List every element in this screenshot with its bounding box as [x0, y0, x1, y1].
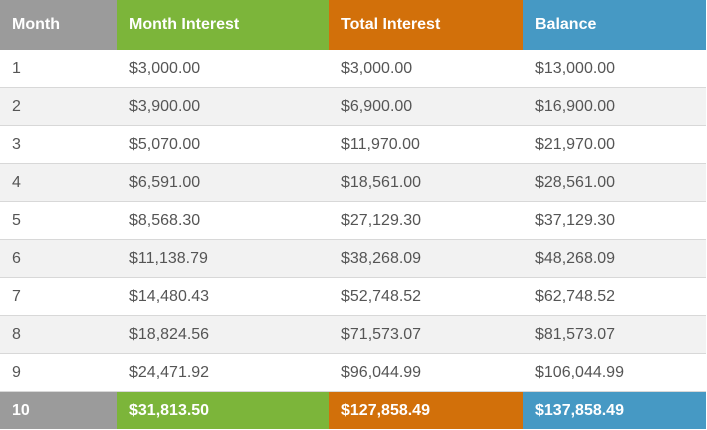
cell-month-interest: $6,591.00 [117, 163, 329, 202]
cell-month-interest: $18,824.56 [117, 315, 329, 354]
footer-total-interest: $127,858.49 [329, 391, 523, 429]
cell-balance: $21,970.00 [523, 125, 706, 164]
table-header: Month Month Interest Total Interest Bala… [0, 0, 706, 50]
cell-balance: $37,129.30 [523, 201, 706, 240]
cell-month: 4 [0, 163, 117, 202]
header-month-interest: Month Interest [117, 0, 329, 50]
table-row: 7 $14,480.43 $52,748.52 $62,748.52 [0, 277, 706, 316]
table-row: 6 $11,138.79 $38,268.09 $48,268.09 [0, 239, 706, 278]
footer-month-interest: $31,813.50 [117, 391, 329, 429]
cell-month: 3 [0, 125, 117, 164]
cell-balance: $62,748.52 [523, 277, 706, 316]
cell-month-interest: $11,138.79 [117, 239, 329, 278]
cell-balance: $48,268.09 [523, 239, 706, 278]
table-row: 1 $3,000.00 $3,000.00 $13,000.00 [0, 50, 706, 88]
cell-balance: $28,561.00 [523, 163, 706, 202]
footer-month: 10 [0, 391, 117, 429]
cell-month-interest: $3,900.00 [117, 87, 329, 126]
cell-balance: $81,573.07 [523, 315, 706, 354]
cell-total-interest: $38,268.09 [329, 239, 523, 278]
table-row: 4 $6,591.00 $18,561.00 $28,561.00 [0, 163, 706, 202]
header-balance: Balance [523, 0, 706, 50]
footer-balance: $137,858.49 [523, 391, 706, 429]
header-month: Month [0, 0, 117, 50]
table-row: 3 $5,070.00 $11,970.00 $21,970.00 [0, 125, 706, 164]
cell-month: 7 [0, 277, 117, 316]
cell-month-interest: $5,070.00 [117, 125, 329, 164]
footer-row: 10 $31,813.50 $127,858.49 $137,858.49 [0, 391, 706, 429]
table-row: 9 $24,471.92 $96,044.99 $106,044.99 [0, 353, 706, 392]
cell-month: 8 [0, 315, 117, 354]
cell-total-interest: $6,900.00 [329, 87, 523, 126]
cell-total-interest: $18,561.00 [329, 163, 523, 202]
cell-month-interest: $14,480.43 [117, 277, 329, 316]
cell-total-interest: $96,044.99 [329, 353, 523, 392]
cell-total-interest: $52,748.52 [329, 277, 523, 316]
cell-total-interest: $27,129.30 [329, 201, 523, 240]
cell-month: 6 [0, 239, 117, 278]
cell-balance: $16,900.00 [523, 87, 706, 126]
cell-total-interest: $3,000.00 [329, 50, 523, 88]
table-footer: 10 $31,813.50 $127,858.49 $137,858.49 [0, 391, 706, 429]
cell-total-interest: $11,970.00 [329, 125, 523, 164]
cell-month: 2 [0, 87, 117, 126]
table-row: 2 $3,900.00 $6,900.00 $16,900.00 [0, 87, 706, 126]
header-row: Month Month Interest Total Interest Bala… [0, 0, 706, 50]
header-total-interest: Total Interest [329, 0, 523, 50]
cell-month-interest: $3,000.00 [117, 50, 329, 88]
table-row: 8 $18,824.56 $71,573.07 $81,573.07 [0, 315, 706, 354]
cell-month-interest: $24,471.92 [117, 353, 329, 392]
table-row: 5 $8,568.30 $27,129.30 $37,129.30 [0, 201, 706, 240]
table-body: 1 $3,000.00 $3,000.00 $13,000.00 2 $3,900.00 $… [0, 50, 706, 392]
cell-balance: $13,000.00 [523, 50, 706, 88]
cell-total-interest: $71,573.07 [329, 315, 523, 354]
cell-month: 1 [0, 50, 117, 88]
cell-month: 9 [0, 353, 117, 392]
cell-month: 5 [0, 201, 117, 240]
cell-balance: $106,044.99 [523, 353, 706, 392]
cell-month-interest: $8,568.30 [117, 201, 329, 240]
